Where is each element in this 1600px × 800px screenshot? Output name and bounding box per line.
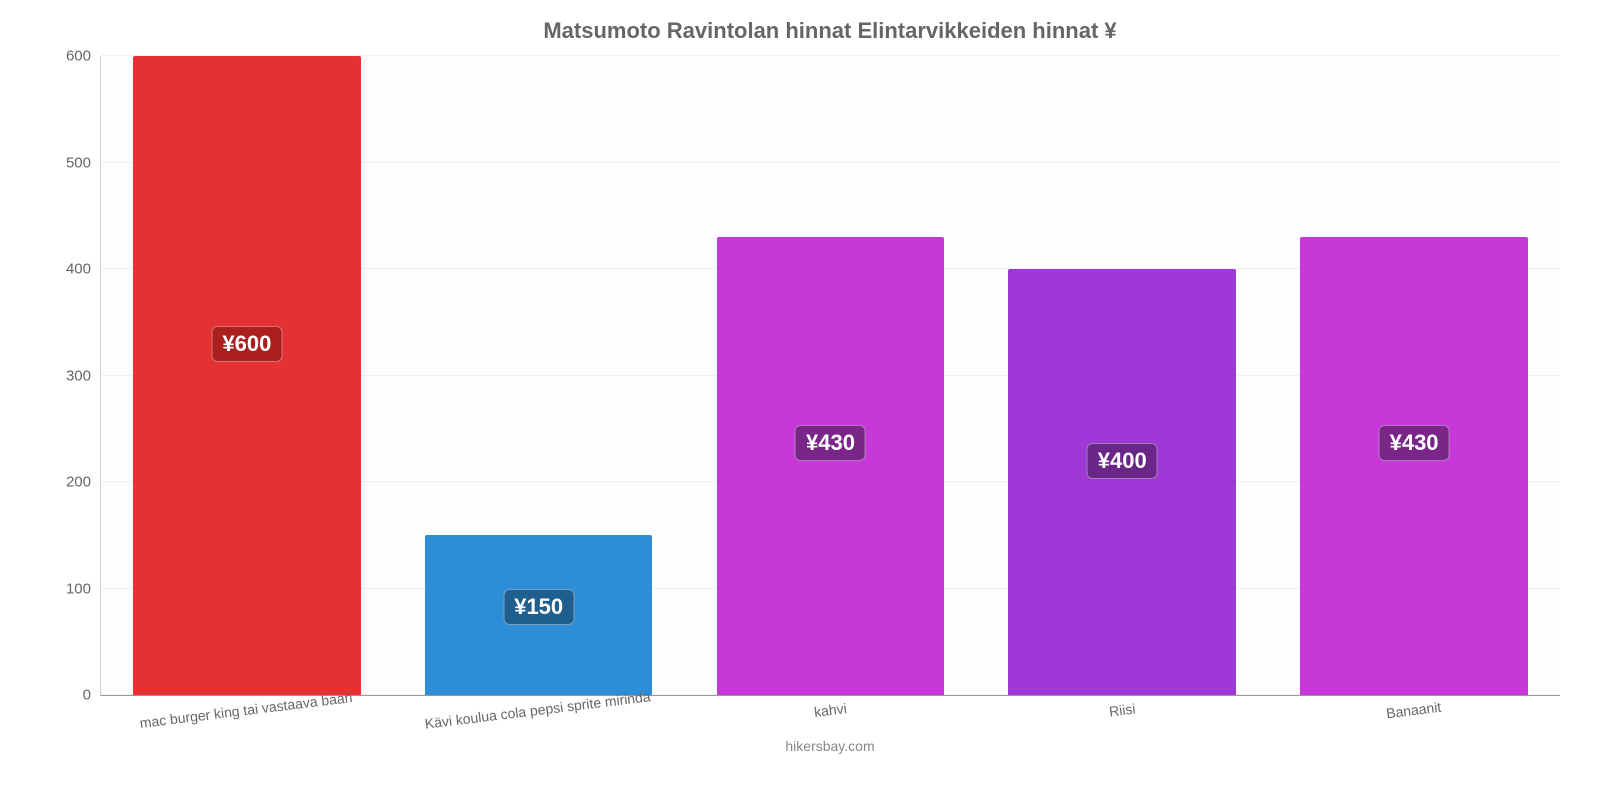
bar-slot: ¥430: [685, 56, 977, 695]
bar-value-label: ¥600: [211, 326, 282, 362]
bar: ¥430: [1300, 237, 1528, 695]
plot-area: 0100200300400500600 ¥600¥150¥430¥400¥430: [100, 56, 1560, 696]
y-tick-label: 100: [66, 580, 101, 597]
x-label-slot: Riisi: [976, 702, 1268, 720]
y-tick-label: 400: [66, 261, 101, 278]
bar-value-label: ¥150: [503, 589, 574, 625]
bar-slot: ¥430: [1268, 56, 1560, 695]
bar-slot: ¥600: [101, 56, 393, 695]
bar-slot: ¥150: [393, 56, 685, 695]
x-axis-category-label: kahvi: [813, 700, 847, 720]
bar-value-label: ¥430: [1379, 425, 1450, 461]
y-tick-label: 500: [66, 154, 101, 171]
bar: ¥430: [717, 237, 945, 695]
x-label-slot: Banaanit: [1268, 702, 1560, 720]
bar-value-label: ¥430: [795, 425, 866, 461]
x-axis-category-label: Riisi: [1108, 700, 1136, 719]
chart-title: Matsumoto Ravintolan hinnat Elintarvikke…: [100, 10, 1560, 56]
bar-slot: ¥400: [976, 56, 1268, 695]
chart-credit: hikersbay.com: [100, 738, 1560, 754]
x-axis-category-label: Banaanit: [1386, 699, 1443, 722]
x-label-slot: mac burger king tai vastaava baari: [100, 702, 392, 720]
x-axis-labels: mac burger king tai vastaava baariKävi k…: [100, 702, 1560, 720]
bar: ¥150: [425, 535, 653, 695]
x-label-slot: Kävi koulua cola pepsi sprite mirinda: [392, 702, 684, 720]
y-tick-label: 300: [66, 367, 101, 384]
y-tick-label: 0: [83, 687, 101, 704]
x-label-slot: kahvi: [684, 702, 976, 720]
bars-group: ¥600 ¥150 ¥430 ¥400 ¥430: [101, 56, 1560, 695]
price-chart: Matsumoto Ravintolan hinnat Elintarvikke…: [0, 0, 1600, 800]
y-tick-label: 200: [66, 474, 101, 491]
bar: ¥600: [133, 56, 361, 695]
bar: ¥400: [1008, 269, 1236, 695]
y-tick-label: 600: [66, 48, 101, 65]
bar-value-label: ¥400: [1087, 443, 1158, 479]
